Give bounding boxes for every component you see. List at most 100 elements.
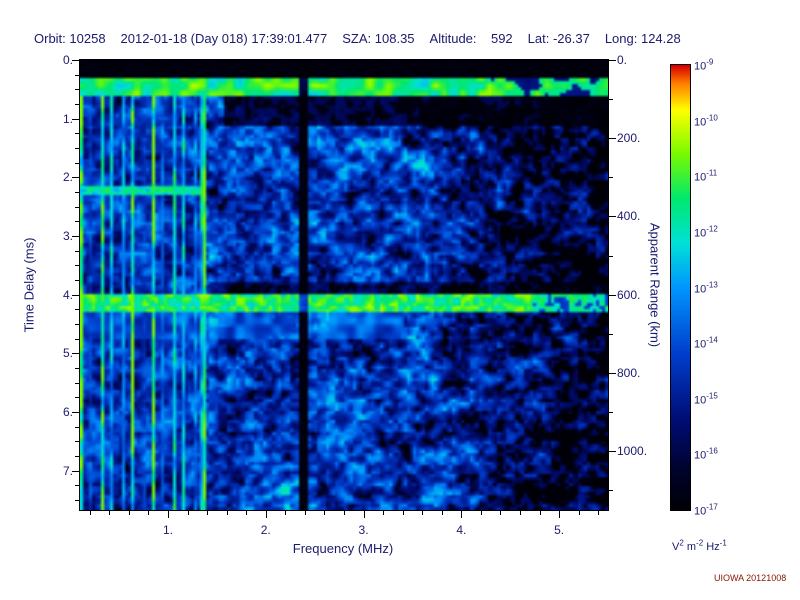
colorbar-frame bbox=[670, 64, 691, 511]
x-axis-tick-label: 4. bbox=[456, 523, 467, 537]
y-axis-right-minor-tick bbox=[609, 412, 613, 414]
y-axis-right-minor-tick bbox=[609, 490, 613, 492]
y-axis-left-minor-tick bbox=[75, 397, 79, 399]
x-axis-minor-tick bbox=[148, 511, 150, 515]
colorbar-tick-label: 10-17 bbox=[694, 502, 718, 518]
y-axis-left-minor-tick bbox=[75, 441, 79, 443]
colorbar-tick-label: 10-10 bbox=[694, 113, 718, 128]
colorbar-tick-label: 10-11 bbox=[694, 168, 718, 184]
header-sza: SZA: 108.35 bbox=[342, 31, 415, 46]
y-axis-left-tick-label: 3. bbox=[62, 229, 73, 243]
y-axis-right-tick bbox=[609, 372, 616, 374]
y-axis-right-minor-tick bbox=[609, 333, 613, 335]
y-axis-left-minor-tick bbox=[75, 470, 79, 472]
y-axis-left-minor-tick bbox=[75, 280, 79, 281]
y-axis-right-minor-tick bbox=[609, 255, 613, 257]
y-axis-left-minor-tick bbox=[75, 148, 79, 149]
y-axis-right-tick-label: 0. bbox=[617, 53, 628, 67]
y-axis-left-tick-label: 5. bbox=[62, 346, 73, 361]
header-latitude: Lat: -26.37 bbox=[527, 31, 590, 46]
x-axis-minor-tick bbox=[304, 511, 306, 515]
x-axis-minor-tick bbox=[578, 511, 580, 515]
x-axis-tick-label: 5. bbox=[554, 523, 565, 537]
colorbar-tick-label: 10-12 bbox=[694, 224, 718, 240]
y-axis-left-minor-tick bbox=[75, 221, 79, 223]
x-axis-minor-tick bbox=[441, 511, 443, 515]
y-axis-left-minor-tick bbox=[75, 338, 79, 340]
colorbar-gradient bbox=[671, 65, 690, 510]
colorbar-tick-label: 10-15 bbox=[694, 391, 718, 407]
y-axis-left-minor-tick bbox=[75, 382, 79, 384]
x-axis-minor-tick bbox=[461, 511, 463, 515]
x-axis-minor-tick bbox=[520, 511, 521, 515]
x-axis-minor-tick bbox=[539, 511, 541, 515]
y-axis-right-tick-label: 1000. bbox=[617, 444, 648, 459]
y-axis-left-minor-tick bbox=[75, 426, 79, 428]
colorbar-tick-label: 10-13 bbox=[694, 280, 718, 295]
x-axis-minor-tick bbox=[422, 511, 424, 515]
y-axis-left-tick-label: 6. bbox=[62, 405, 73, 420]
y-axis-left-minor-tick bbox=[75, 192, 79, 193]
x-axis-minor-tick bbox=[265, 511, 267, 515]
x-axis-minor-tick bbox=[285, 511, 287, 515]
x-axis-minor-tick bbox=[207, 511, 209, 515]
x-axis-tick-label: 3. bbox=[358, 523, 369, 537]
y-axis-left-minor-tick bbox=[75, 133, 79, 135]
x-axis-minor-tick bbox=[598, 511, 600, 515]
y-axis-right-tick bbox=[609, 216, 616, 218]
header-altitude: Altitude: 592 bbox=[429, 31, 513, 46]
x-axis-minor-tick bbox=[344, 511, 345, 515]
y-axis-right-tick-label: 400. bbox=[617, 209, 641, 224]
y-axis-left-minor-tick bbox=[75, 89, 79, 91]
x-axis-minor-tick bbox=[480, 511, 482, 515]
y-axis-left-minor-tick bbox=[75, 74, 79, 76]
y-axis-left-minor-tick bbox=[75, 250, 79, 252]
x-axis-minor-tick bbox=[187, 511, 189, 515]
y-axis-right-tick-label: 600. bbox=[617, 287, 641, 302]
x-axis-minor-tick bbox=[363, 511, 365, 515]
x-axis-minor-tick bbox=[128, 511, 130, 515]
y-axis-left-minor-tick bbox=[75, 265, 79, 267]
y-axis-right-tick bbox=[609, 60, 616, 61]
y-axis-left-minor-tick bbox=[75, 500, 79, 502]
y-axis-left-minor-tick bbox=[75, 324, 79, 326]
y-axis-left-minor-tick bbox=[75, 236, 79, 237]
y-axis-left-minor-tick bbox=[75, 206, 79, 208]
x-axis-tick-label: 2. bbox=[260, 523, 271, 537]
plot-frame bbox=[79, 59, 609, 511]
header-longitude: Long: 124.28 bbox=[604, 31, 681, 46]
y-axis-right-minor-tick bbox=[609, 99, 613, 101]
y-axis-right-minor-tick bbox=[609, 177, 613, 179]
y-axis-left-tick-label: 1. bbox=[62, 111, 73, 126]
y-axis-left-minor-tick bbox=[75, 309, 79, 311]
x-axis-label: Frequency (MHz) bbox=[292, 541, 394, 556]
y-axis-left-minor-tick bbox=[75, 412, 79, 414]
colorbar-tick-label: 10-9 bbox=[694, 57, 714, 73]
y-axis-left-minor-tick bbox=[75, 353, 79, 355]
header-orbit: Orbit: 10258 bbox=[34, 31, 106, 46]
x-axis-minor-tick bbox=[402, 511, 404, 515]
x-axis-minor-tick bbox=[226, 511, 228, 515]
colorbar-tick-label: 10-14 bbox=[694, 335, 718, 351]
header-info: Orbit: 10258 2012-01-18 (Day 018) 17:39:… bbox=[34, 31, 681, 46]
header-datetime: 2012-01-18 (Day 018) 17:39:01.477 bbox=[120, 31, 328, 46]
x-axis-minor-tick bbox=[500, 511, 502, 515]
x-axis-minor-tick bbox=[559, 511, 561, 515]
y-axis-left-minor-tick bbox=[75, 485, 79, 487]
y-axis-left-minor-tick bbox=[75, 368, 79, 370]
spectrogram-canvas bbox=[80, 60, 608, 510]
colorbar-unit-label: V2 m-2 Hz-1 bbox=[672, 538, 727, 553]
x-axis-minor-tick bbox=[109, 511, 111, 515]
y-axis-left-minor-tick bbox=[75, 118, 79, 120]
y-axis-right-tick bbox=[609, 294, 616, 296]
y-axis-left-tick-label: 4. bbox=[62, 287, 73, 302]
x-axis-tick-label: 1. bbox=[162, 523, 174, 537]
x-axis-minor-tick bbox=[89, 511, 91, 515]
y-axis-left-tick-label: 0. bbox=[62, 53, 73, 67]
y-axis-left-tick-label: 2. bbox=[62, 170, 73, 185]
x-axis-minor-tick bbox=[324, 511, 326, 515]
x-axis-minor-tick bbox=[246, 511, 248, 515]
unit-part: Hz-1 bbox=[703, 538, 727, 553]
x-axis-minor-tick bbox=[383, 511, 385, 515]
credit-text: UIOWA 20121008 bbox=[714, 573, 787, 583]
